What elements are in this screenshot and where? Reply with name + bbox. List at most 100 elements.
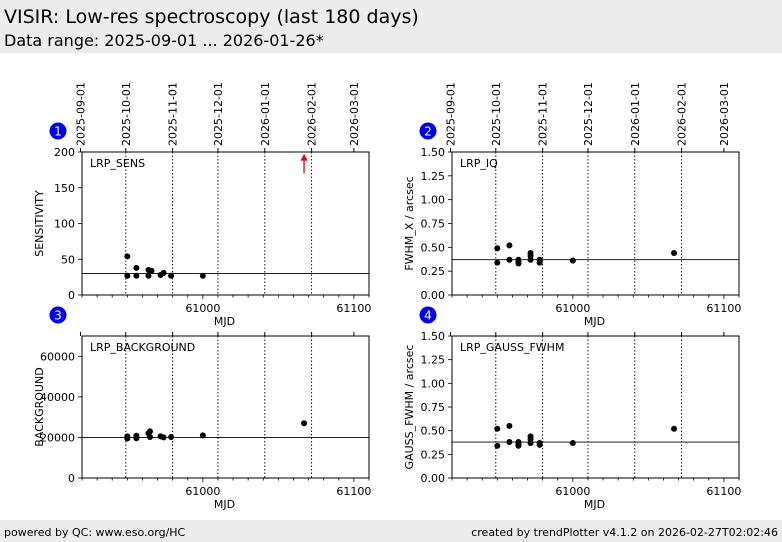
panel-2-y-tick-label: 0.75 xyxy=(421,218,446,231)
panel-4-x-axis-label: MJD xyxy=(584,498,605,511)
panel-2-x-axis-label: MJD xyxy=(584,315,605,328)
panel-1-x-axis-label: MJD xyxy=(214,315,235,328)
panel-4-parameter-name: LRP_GAUSS_FWHM xyxy=(460,341,564,354)
panel-2-date-tick-label: 2026-03-01 xyxy=(718,82,731,146)
panel-2-x-tick-label: 61100 xyxy=(706,302,741,315)
panel-4-y-axis-label: GAUSS_FWHM / arcsec xyxy=(403,345,416,470)
panel-3-y-axis-label: BACKGROUND xyxy=(33,367,46,446)
panel-4-y-tick-label: 1.00 xyxy=(421,377,446,390)
panel-1-data-point xyxy=(145,272,152,279)
panel-1-data-point xyxy=(133,272,140,279)
panel-1-date-tick-label: 2025-09-01 xyxy=(74,82,87,146)
panel-2-number-badge xyxy=(419,122,437,140)
panel-2-data-point xyxy=(527,256,534,263)
panel-1-number-badge-label: 1 xyxy=(54,125,62,139)
panel-1-x-tick-label: 61100 xyxy=(336,302,371,315)
panel-2-data-point xyxy=(494,245,501,252)
panel-3-parameter-name: LRP_BACKGROUND xyxy=(90,341,195,354)
panel-3-x-axis-label: MJD xyxy=(214,498,235,511)
panel-2-x-tick-label: 61000 xyxy=(555,302,590,315)
panel-2-data-point xyxy=(671,250,678,257)
panel-4-y-tick-label: 0.00 xyxy=(421,472,446,485)
panel-1-data-point xyxy=(199,272,206,279)
panel-2-date-tick-label: 2026-01-01 xyxy=(629,82,642,146)
panel-4-data-point xyxy=(494,425,501,432)
panel-3-y-tick-label: 60000 xyxy=(40,350,75,363)
panel-3-number-badge-label: 3 xyxy=(54,309,62,323)
panel-3-x-tick-label: 61000 xyxy=(185,485,220,498)
panel-1-data-point xyxy=(148,267,155,274)
panel-4-data-point xyxy=(515,442,522,449)
panel-4-y-tick-label: 0.75 xyxy=(421,401,446,414)
panel-4-y-tick-label: 1.50 xyxy=(421,330,446,343)
page-title: VISIR: Low-res spectroscopy (last 180 da… xyxy=(4,6,419,28)
panel-4-x-tick-label: 61100 xyxy=(706,485,741,498)
page-footer xyxy=(0,520,782,542)
footer-powered-by: powered by QC: www.eso.org/HC xyxy=(4,526,186,539)
panel-4-x-tick-label: 61000 xyxy=(555,485,590,498)
panel-1-data-point xyxy=(133,264,140,271)
panel-1-date-tick-label: 2026-03-01 xyxy=(348,82,361,146)
panel-1-date-tick-label: 2025-11-01 xyxy=(167,82,180,146)
panel-2-number-badge-label: 2 xyxy=(424,125,432,139)
panel-2-parameter-name: LRP_IQ xyxy=(460,157,498,170)
panel-2-data-point xyxy=(515,260,522,267)
panel-4-y-tick-label: 0.25 xyxy=(421,448,446,461)
panel-1-parameter-name: LRP_SENS xyxy=(90,157,145,170)
footer-created-by: created by trendPlotter v4.1.2 on 2026-0… xyxy=(471,526,778,539)
panel-1-data-point xyxy=(168,272,175,279)
panel-2-y-axis-label: FWHM_X / arcsec xyxy=(403,176,416,270)
page-header xyxy=(0,0,782,53)
panel-3-data-point xyxy=(146,434,153,441)
panel-1-number-badge xyxy=(49,122,67,140)
panel-2-y-tick-label: 1.25 xyxy=(421,170,446,183)
panel-3-y-tick-label: 20000 xyxy=(40,431,75,444)
panel-1-y-tick-label: 0 xyxy=(68,289,75,302)
panel-2-data-point xyxy=(506,256,513,263)
panel-2-date-tick-label: 2025-10-01 xyxy=(490,82,503,146)
panel-2-data-point xyxy=(569,257,576,264)
panel-3-data-point xyxy=(124,433,131,440)
panel-4-data-point xyxy=(494,442,501,449)
panel-4-y-tick-label: 0.50 xyxy=(421,425,446,438)
panel-3-x-tick-label: 61100 xyxy=(336,485,371,498)
panel-4-y-tick-label: 1.25 xyxy=(421,354,446,367)
data-range-subtitle: Data range: 2025-09-01 ... 2026-01-26* xyxy=(4,31,324,50)
panel-2-y-tick-label: 1.00 xyxy=(421,194,446,207)
panel-3-data-point xyxy=(301,420,308,427)
panel-2-y-tick-label: 0.00 xyxy=(421,289,446,302)
panel-2-y-tick-label: 0.25 xyxy=(421,265,446,278)
panel-1-x-tick-label: 61000 xyxy=(185,302,220,315)
panel-3-data-point xyxy=(199,432,206,439)
panel-2-plot-frame xyxy=(451,151,740,296)
panel-2-data-point xyxy=(536,259,543,266)
panel-4-number-badge-label: 4 xyxy=(424,309,432,323)
panel-2-y-tick-label: 0.50 xyxy=(421,241,446,254)
panel-4-data-point xyxy=(569,439,576,446)
panel-1-data-point xyxy=(124,253,131,260)
panel-3-plot-frame xyxy=(81,335,370,479)
panel-1-y-tick-label: 50 xyxy=(61,253,75,266)
panel-3-data-point xyxy=(168,434,175,441)
panel-1-data-point xyxy=(160,269,167,276)
panel-4-data-point xyxy=(506,439,513,446)
panel-2-date-tick-label: 2026-02-01 xyxy=(676,82,689,146)
panel-4-data-point xyxy=(671,425,678,432)
panel-1-date-tick-label: 2026-01-01 xyxy=(259,82,272,146)
panel-3-y-tick-label: 0 xyxy=(68,472,75,485)
panel-1-outlier-arrow-head xyxy=(300,153,308,161)
panel-1-y-tick-label: 200 xyxy=(54,146,75,159)
panel-2-data-point xyxy=(494,259,501,266)
panel-4-number-badge xyxy=(419,306,437,324)
panel-2-y-tick-label: 1.50 xyxy=(421,146,446,159)
panel-1-y-tick-label: 100 xyxy=(54,218,75,231)
panel-3-data-point xyxy=(160,434,167,441)
panel-1-y-axis-label: SENSITIVITY xyxy=(33,190,46,257)
panel-2-date-tick-label: 2025-09-01 xyxy=(444,82,457,146)
panel-2-date-tick-label: 2025-11-01 xyxy=(537,82,550,146)
panel-2-date-tick-label: 2025-12-01 xyxy=(582,82,595,146)
panel-3-y-tick-label: 40000 xyxy=(40,391,75,404)
panel-4-data-point xyxy=(536,441,543,448)
panel-4-plot-frame xyxy=(451,335,740,479)
panel-2-data-point xyxy=(506,242,513,249)
